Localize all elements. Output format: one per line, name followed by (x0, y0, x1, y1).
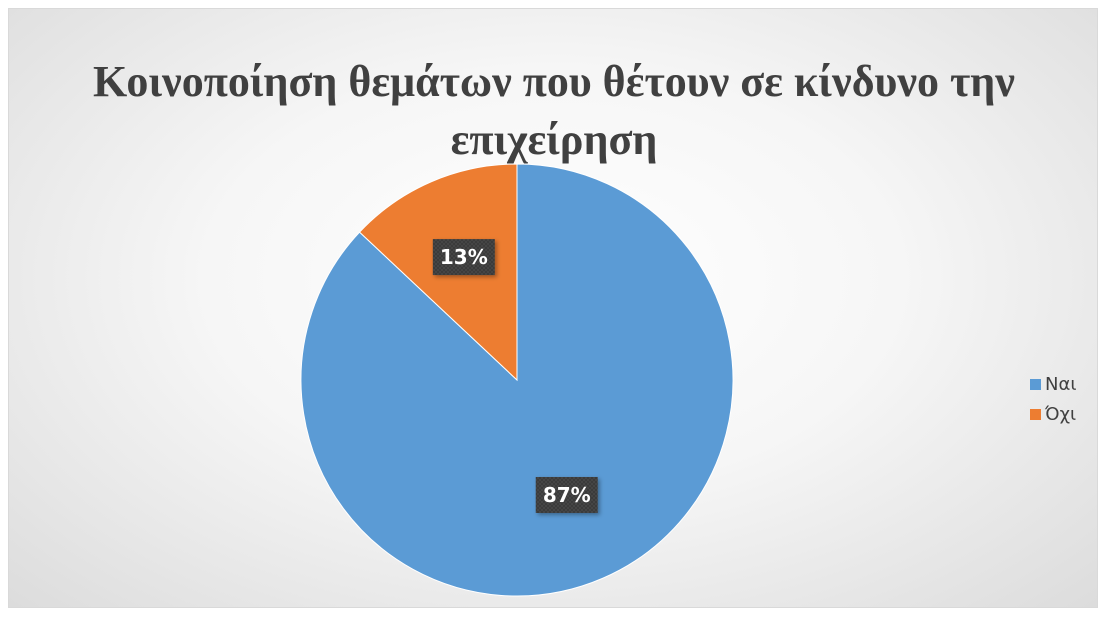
data-label-nai: 87% (535, 476, 598, 513)
legend-swatch-nai (1030, 378, 1041, 390)
chart-frame: Κοινοποίηση θεμάτων που θέτουν σε κίνδυν… (8, 8, 1098, 608)
legend-swatch-ochi (1030, 408, 1041, 420)
legend-label-nai: Ναι (1045, 373, 1077, 395)
data-label-text-nai: 87% (543, 483, 591, 507)
chart-title: Κοινοποίηση θεμάτων που θέτουν σε κίνδυν… (93, 57, 1015, 164)
legend: Ναι Όχι (1030, 369, 1095, 429)
legend-item-nai: Ναι (1030, 369, 1095, 399)
legend-item-ochi: Όχι (1030, 399, 1095, 429)
data-label-ochi: 13% (432, 239, 495, 276)
pie-chart: 87% 13% (300, 163, 734, 597)
legend-label-ochi: Όχι (1045, 403, 1077, 425)
data-label-text-ochi: 13% (440, 245, 488, 269)
data-label-box-ochi (432, 239, 495, 276)
data-label-box-nai (535, 476, 598, 513)
